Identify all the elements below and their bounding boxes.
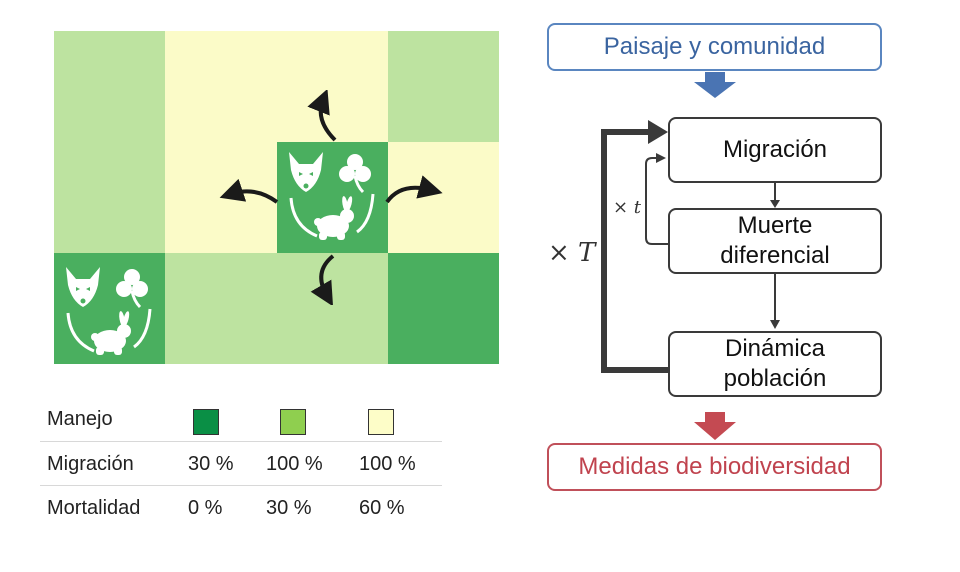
step-population-line1: Dinámica (724, 335, 826, 362)
fox-icon (66, 267, 100, 307)
cell-r0-c3 (388, 31, 499, 142)
legend-label-migracion: Migración (47, 453, 134, 475)
link-arc-left (289, 197, 318, 238)
inner-loop-label: × t (613, 197, 642, 218)
arrow-step2-step3-head (770, 320, 780, 329)
arrow-up (307, 90, 337, 142)
dispersal-arrows (219, 90, 443, 305)
input-label: Paisaje y comunidad (603, 33, 826, 60)
clover-icon (116, 269, 148, 309)
fox-icon (289, 152, 323, 192)
step-migration-box: Migración (668, 117, 882, 183)
outer-loop-bracket (601, 129, 670, 373)
arrow-left (219, 178, 279, 204)
legend-divider-1 (40, 441, 442, 442)
cell-r1-c0 (54, 142, 165, 253)
step-migration-label: Migración (722, 136, 828, 163)
step-mortality-box: Muerte diferencial (668, 208, 882, 274)
community-corner (66, 267, 152, 355)
cell-r2-c2 (277, 253, 388, 364)
output-label: Medidas de biodiversidad (578, 453, 851, 480)
swatch-mid-green (280, 409, 306, 435)
arrow-step1-step2-head (770, 200, 780, 208)
mortalidad-value-light: 60 % (359, 497, 405, 519)
community-center (289, 152, 375, 240)
arrow-down (310, 254, 335, 305)
legend-label-manejo: Manejo (47, 408, 113, 430)
legend-table: Manejo Migración 30 % 100 % 100 % Mortal… (0, 0, 460, 572)
legend-label-mortalidad: Mortalidad (47, 497, 141, 519)
step-mortality-line1: Muerte (737, 212, 813, 239)
step-population-box: Dinámica población (668, 331, 882, 397)
blue-arrow (694, 72, 736, 98)
migracion-value-mid: 100 % (266, 453, 323, 475)
link-arc-right (133, 308, 152, 349)
cell-r0-c0 (54, 31, 165, 142)
legend-divider-2 (40, 485, 442, 486)
output-box: Medidas de biodiversidad (547, 443, 882, 491)
red-arrow (694, 412, 736, 440)
migracion-value-light: 100 % (359, 453, 416, 475)
cell-r1-c3 (388, 142, 499, 253)
link-arc-right (356, 193, 375, 234)
migracion-value-dark: 30 % (188, 453, 234, 475)
mortalidad-value-mid: 30 % (266, 497, 312, 519)
landscape-grid (54, 31, 499, 364)
inner-loop-arrowhead (656, 153, 666, 163)
inner-loop-bracket (645, 157, 668, 245)
arrow-right (385, 175, 443, 204)
cell-r2-c3 (388, 253, 499, 364)
rabbit-icon (314, 196, 354, 240)
clover-icon (339, 154, 371, 194)
rabbit-icon (91, 311, 131, 355)
swatch-light-yellow (368, 409, 394, 435)
step-mortality-line2: diferencial (720, 242, 830, 269)
swatch-dark-green (193, 409, 219, 435)
cell-r2-c1 (165, 253, 277, 364)
link-arc-left (66, 312, 95, 353)
mortalidad-value-dark: 0 % (188, 497, 223, 519)
input-box: Paisaje y comunidad (547, 23, 882, 71)
step-population-line2: población (723, 365, 827, 392)
cell-r0-c2 (277, 31, 388, 142)
outer-loop-arrowhead (648, 120, 668, 144)
flow-connectors (601, 72, 780, 440)
outer-loop-label: × T (548, 238, 596, 268)
cell-r0-c1 (165, 31, 277, 142)
